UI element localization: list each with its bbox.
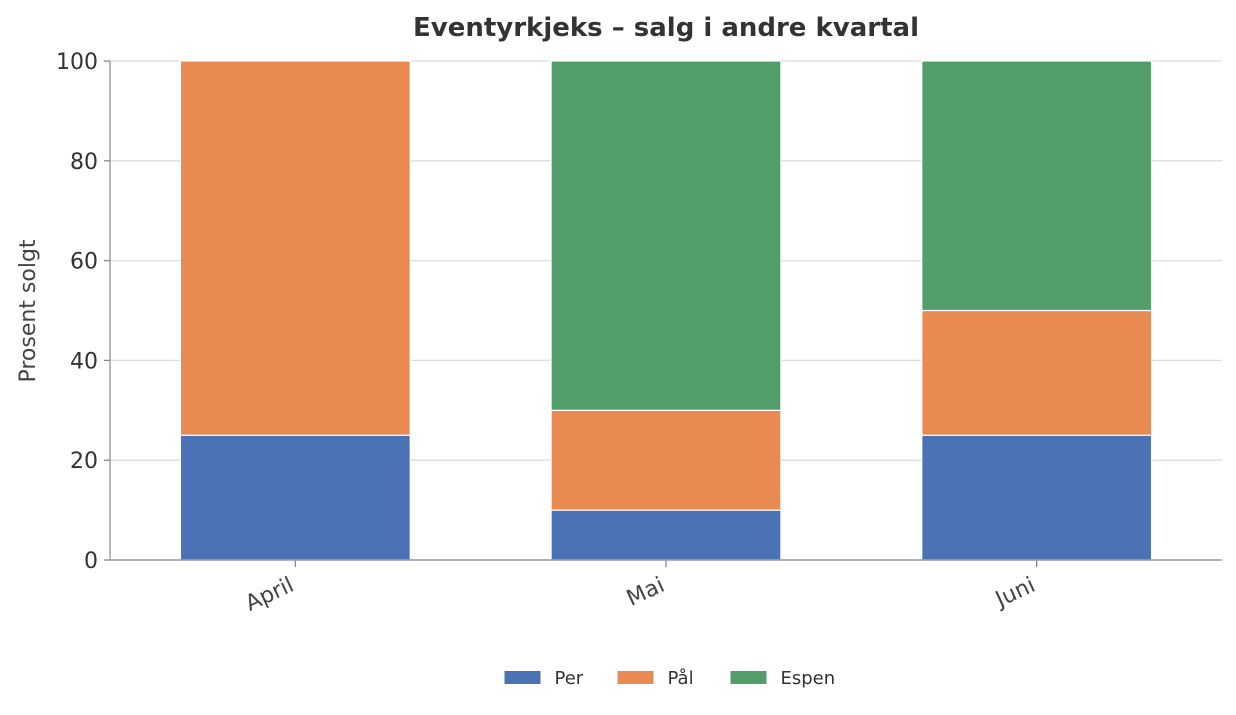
y-tick-label: 60	[70, 250, 98, 275]
legend-swatch-espen	[730, 671, 767, 684]
y-tick-label: 100	[56, 50, 98, 75]
bar-espen-juni	[921, 60, 1153, 312]
legend-label-per: Per	[555, 668, 584, 689]
bar-per-mai	[550, 509, 782, 561]
bar-espen-mai	[550, 60, 782, 411]
bar-pl-juni	[921, 309, 1153, 436]
chart-title: Eventyrkjeks – salg i andre kvartal	[413, 13, 919, 43]
legend: Per Pål Espen	[504, 668, 836, 689]
y-tick-label: 40	[70, 349, 98, 374]
bar-pl-april	[179, 60, 411, 436]
y-tick-label: 0	[84, 549, 98, 574]
y-axis-label: Prosent solgt	[16, 239, 41, 382]
bar-pl-mai	[550, 409, 782, 511]
legend-label-espen: Espen	[781, 668, 836, 689]
y-tick-label: 80	[70, 150, 98, 175]
bar-per-april	[179, 434, 411, 561]
legend-label-pl: Pål	[668, 668, 694, 689]
bars	[179, 60, 1153, 561]
legend-swatch-per	[504, 671, 541, 684]
legend-swatch-pl	[617, 671, 654, 684]
bar-per-juni	[921, 434, 1153, 561]
y-tick-label: 20	[70, 449, 98, 474]
